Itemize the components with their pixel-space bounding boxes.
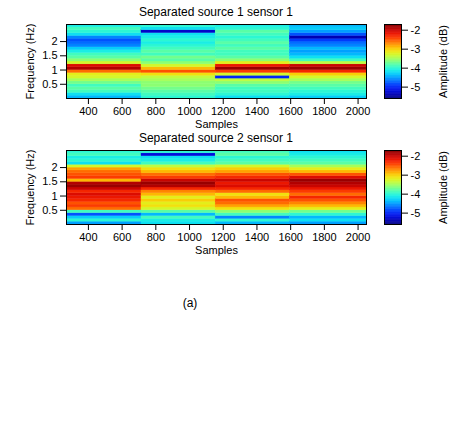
svg-text:800: 800 (147, 231, 165, 243)
svg-text:-4: -4 (411, 188, 421, 200)
svg-text:600: 600 (113, 231, 131, 243)
svg-text:0.5: 0.5 (42, 204, 57, 216)
svg-text:-3: -3 (411, 169, 421, 181)
svg-text:1200: 1200 (211, 231, 235, 243)
svg-text:Frequency (Hz): Frequency (Hz) (24, 150, 36, 226)
svg-text:Samples: Samples (195, 244, 238, 256)
svg-text:-5: -5 (411, 207, 421, 219)
svg-text:1800: 1800 (312, 105, 336, 117)
html-text:Separated source 1 sensor 1: Separated source 1 sensor 1 (138, 5, 293, 19)
svg-text:0.5: 0.5 (42, 78, 57, 90)
svg-text:2000: 2000 (346, 231, 370, 243)
svg-text:1400: 1400 (245, 231, 269, 243)
svg-text:1.5: 1.5 (42, 49, 57, 61)
svg-text:2: 2 (51, 35, 57, 47)
svg-text:-5: -5 (411, 81, 421, 93)
svg-text:Frequency (Hz): Frequency (Hz) (24, 24, 36, 100)
svg-text:600: 600 (113, 105, 131, 117)
svg-text:1000: 1000 (177, 231, 201, 243)
svg-text:Amplitude (dB): Amplitude (dB) (437, 25, 449, 98)
svg-text:Amplitude (dB): Amplitude (dB) (437, 151, 449, 224)
svg-text:Samples: Samples (195, 118, 238, 130)
html-text:Separated source 2 sensor 1: Separated source 2 sensor 1 (138, 131, 293, 145)
svg-text:1800: 1800 (312, 231, 336, 243)
svg-text:-4: -4 (411, 62, 421, 74)
svg-text:800: 800 (147, 105, 165, 117)
svg-text:1: 1 (51, 190, 57, 202)
svg-text:400: 400 (79, 231, 97, 243)
svg-text:1.5: 1.5 (42, 175, 57, 187)
svg-text:-3: -3 (411, 43, 421, 55)
svg-text:2000: 2000 (346, 105, 370, 117)
svg-text:1000: 1000 (177, 105, 201, 117)
svg-text:1400: 1400 (245, 105, 269, 117)
svg-text:1600: 1600 (278, 231, 302, 243)
svg-text:1600: 1600 (278, 105, 302, 117)
svg-text:-2: -2 (411, 150, 421, 162)
svg-text:-2: -2 (411, 24, 421, 36)
svg-text:1200: 1200 (211, 105, 235, 117)
svg-text:2: 2 (51, 161, 57, 173)
svg-text:400: 400 (79, 105, 97, 117)
html-text:(a): (a) (182, 296, 198, 310)
svg-text:1: 1 (51, 64, 57, 76)
